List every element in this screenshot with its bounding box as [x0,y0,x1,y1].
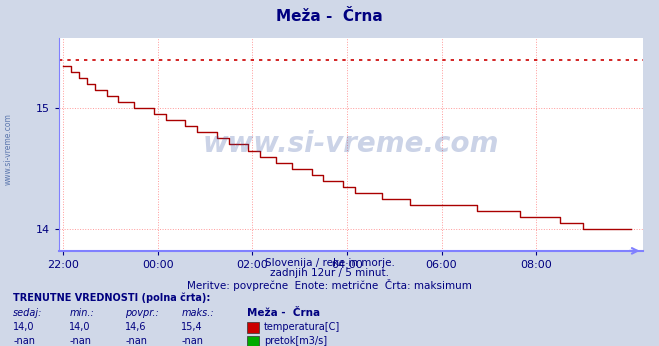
Text: Meža -  Črna: Meža - Črna [247,308,320,318]
Text: -nan: -nan [13,336,35,346]
Text: -nan: -nan [181,336,203,346]
Text: Meritve: povprečne  Enote: metrične  Črta: maksimum: Meritve: povprečne Enote: metrične Črta:… [187,279,472,291]
Text: sedaj:: sedaj: [13,308,43,318]
Text: -nan: -nan [125,336,147,346]
Text: www.si-vreme.com: www.si-vreme.com [203,130,499,158]
Text: temperatura[C]: temperatura[C] [264,322,341,332]
Text: Meža -  Črna: Meža - Črna [276,9,383,24]
Text: 14,6: 14,6 [125,322,147,332]
Text: 15,4: 15,4 [181,322,203,332]
Text: -nan: -nan [69,336,91,346]
Text: min.:: min.: [69,308,94,318]
Text: povpr.:: povpr.: [125,308,159,318]
Text: Slovenija / reke in morje.: Slovenija / reke in morje. [264,258,395,268]
Text: zadnjih 12ur / 5 minut.: zadnjih 12ur / 5 minut. [270,268,389,278]
Text: 14,0: 14,0 [69,322,91,332]
Text: 14,0: 14,0 [13,322,35,332]
Text: TRENUTNE VREDNOSTI (polna črta):: TRENUTNE VREDNOSTI (polna črta): [13,292,211,303]
Text: pretok[m3/s]: pretok[m3/s] [264,336,328,346]
Text: www.si-vreme.com: www.si-vreme.com [3,113,13,185]
Text: maks.:: maks.: [181,308,214,318]
